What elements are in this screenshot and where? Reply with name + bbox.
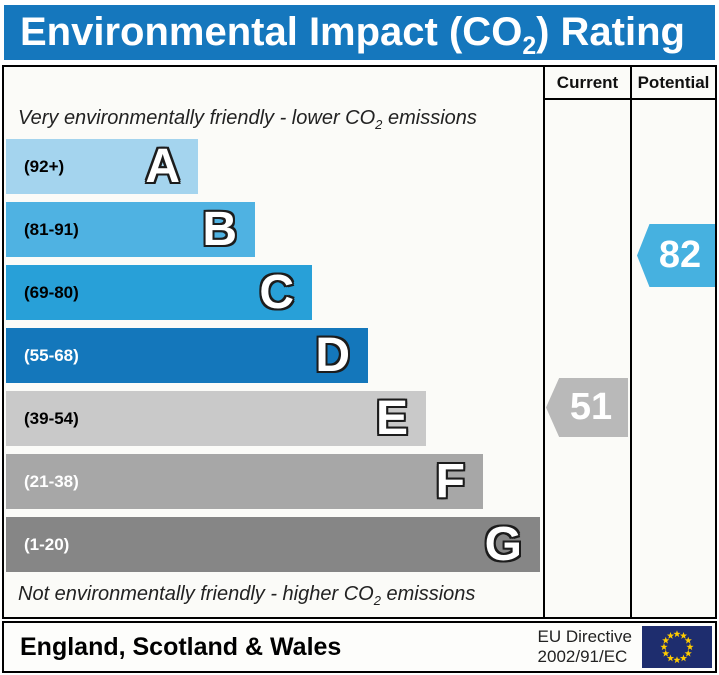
band-e: (39-54) E: [6, 391, 426, 446]
band-a-letter: A: [145, 140, 180, 193]
band-c-letter: C: [259, 266, 294, 319]
potential-column-divider: [630, 67, 632, 617]
title-subscript: 2: [522, 33, 537, 60]
band-f-letter: F: [435, 455, 465, 508]
band-c-range-label: (69-80): [24, 282, 79, 302]
band-d-letter: D: [315, 329, 350, 382]
footer-directive-group: EU Directive 2002/91/EC: [538, 626, 715, 668]
band-b-range-label: (81-91): [24, 219, 79, 239]
band-c: (69-80) C: [6, 265, 312, 320]
band-f: (21-38) F: [6, 454, 483, 509]
title-bar: Environmental Impact (CO2) Rating: [4, 5, 715, 60]
band-b: (81-91) B: [6, 202, 255, 257]
rating-chart: Current Potential Very environmentally f…: [2, 65, 717, 619]
band-g-letter: G: [484, 518, 522, 571]
band-e-range-label: (39-54): [24, 408, 79, 428]
band-d: (55-68) D: [6, 328, 368, 383]
band-b-letter: B: [202, 203, 237, 256]
column-header-potential: Potential: [632, 67, 715, 100]
band-e-letter: E: [375, 392, 408, 445]
footer-bar: England, Scotland & Wales EU Directive 2…: [2, 621, 717, 673]
current-column-divider: [543, 67, 545, 617]
band-f-range-label: (21-38): [24, 471, 79, 491]
band-d-range-label: (55-68): [24, 345, 79, 365]
page-title: Environmental Impact (CO2) Rating: [20, 10, 685, 60]
band-g: (1-20) G: [6, 517, 540, 572]
current-rating-arrow: 51: [546, 378, 628, 437]
band-g-range-label: (1-20): [24, 534, 70, 554]
potential-rating-arrow: 82: [637, 224, 715, 287]
eu-directive-label: EU Directive 2002/91/EC: [537, 627, 632, 666]
eu-flag-icon: [642, 626, 712, 668]
top-note: Very environmentally friendly - lower CO…: [18, 107, 477, 132]
bottom-note: Not environmentally friendly - higher CO…: [18, 583, 476, 608]
band-a-range-label: (92+): [24, 156, 65, 176]
column-header-current: Current: [545, 67, 630, 100]
band-a: (92+) A: [6, 139, 198, 194]
footer-region-label: England, Scotland & Wales: [20, 632, 342, 661]
